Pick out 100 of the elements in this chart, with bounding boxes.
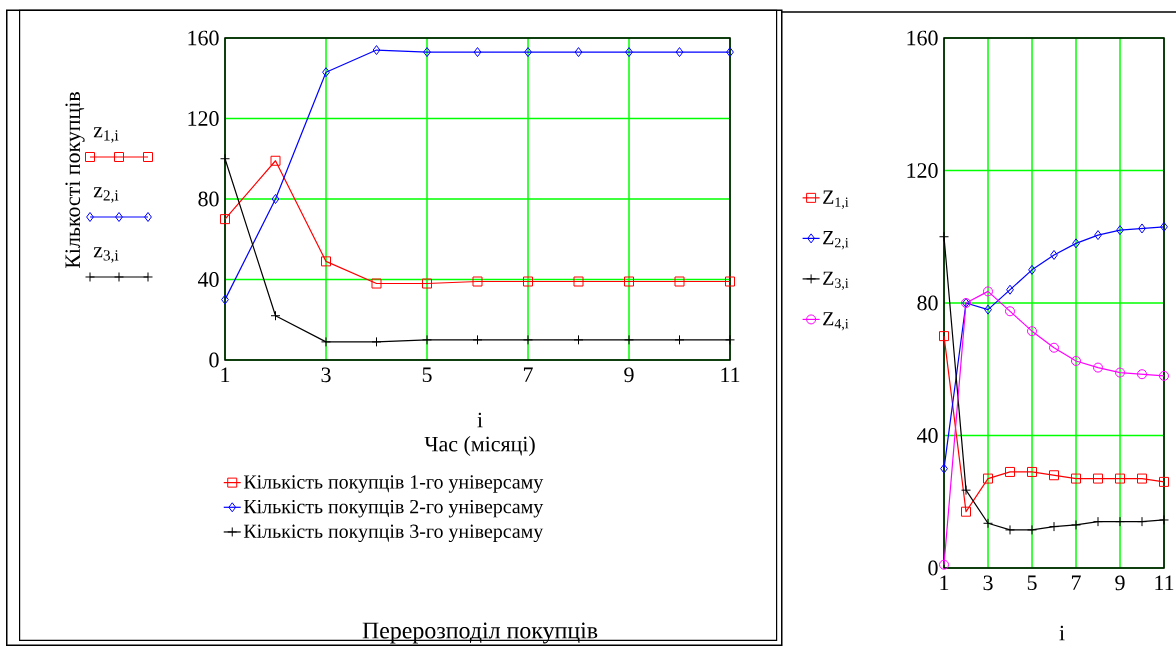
point [1159, 370, 1170, 381]
point [1005, 466, 1016, 477]
point [1071, 355, 1082, 366]
point [371, 336, 382, 347]
point [372, 45, 381, 56]
point [939, 331, 950, 342]
point [1006, 284, 1014, 295]
point [983, 473, 994, 484]
point [574, 47, 583, 58]
point [1115, 516, 1126, 527]
x-tick-label: 11 [1155, 575, 1174, 590]
point [371, 278, 382, 289]
point [625, 47, 633, 58]
point [1160, 221, 1168, 232]
point [1115, 367, 1126, 378]
legend-label: Кількість покупців 2-го універсаму [243, 499, 544, 518]
point [1159, 476, 1170, 487]
text: z$_{3,i}$ [93, 247, 119, 263]
x-axis-title: i [477, 412, 483, 428]
point [1094, 230, 1102, 241]
y-tick-label: 160 [907, 30, 938, 46]
point [940, 463, 948, 474]
text: Час (місяці) [424, 436, 535, 456]
point [1138, 223, 1146, 234]
y-tick-label: 80 [198, 191, 219, 207]
point [1137, 473, 1148, 484]
y-tick-label: 120 [188, 111, 219, 126]
y-tick-label: 120 [907, 163, 938, 178]
point [961, 485, 972, 496]
y-tick-label: 0 [209, 352, 219, 368]
y-tick-label: 80 [917, 295, 938, 311]
x-tick-label: 5 [1027, 575, 1037, 591]
x-tick-label: 9 [1115, 575, 1125, 591]
x-tick-label: 7 [1071, 575, 1081, 590]
legend-label: Z$_{3,i}$ [823, 271, 849, 290]
point [1049, 470, 1060, 481]
x-tick-label: 3 [983, 575, 993, 591]
point [1137, 516, 1148, 527]
point [1028, 264, 1036, 275]
legend-label: Кількість покупців 3-го універсаму [243, 524, 544, 543]
point [961, 506, 972, 517]
point [1027, 326, 1038, 337]
point [271, 194, 280, 204]
point [1093, 516, 1104, 527]
x-tick-label: 3 [321, 367, 331, 383]
y-tick-label: 160 [188, 30, 219, 46]
point [1093, 362, 1104, 373]
point [1005, 524, 1016, 535]
point [321, 256, 331, 267]
x-tick-label: 1 [221, 367, 230, 382]
point [422, 278, 432, 289]
point [674, 276, 685, 287]
point [270, 155, 281, 166]
point [270, 310, 281, 321]
legend-label: Z$_{4,i}$ [823, 312, 849, 331]
text: Перерозподіл покупців [362, 622, 598, 644]
y-tick-label: 0 [928, 560, 938, 576]
point [221, 294, 229, 305]
point [1072, 238, 1080, 249]
point [523, 276, 533, 287]
point [674, 334, 685, 345]
x-tick-label: 5 [422, 367, 432, 383]
point [1071, 473, 1082, 484]
point [1093, 473, 1104, 484]
point [472, 276, 483, 287]
x-axis-title: i [1059, 625, 1065, 641]
point [322, 67, 330, 78]
legend-label: Z$_{1,i}$ [823, 190, 849, 209]
point [1050, 249, 1058, 260]
text: z$_{1,i}$ [93, 127, 119, 143]
point [725, 276, 736, 287]
x-tick-label: 11 [721, 367, 740, 382]
legend-label: Z$_{2,i}$ [823, 231, 849, 250]
y-tick-label: 40 [916, 428, 938, 443]
point [1005, 306, 1016, 317]
point [983, 286, 994, 297]
point [984, 304, 992, 315]
y-tick-label: 40 [197, 272, 219, 287]
point [939, 231, 950, 242]
point [1115, 473, 1126, 484]
point [423, 47, 431, 58]
point [726, 47, 734, 58]
point [1071, 519, 1082, 530]
point [675, 47, 684, 58]
point [321, 336, 331, 347]
point [983, 518, 994, 529]
point [624, 276, 635, 287]
x-tick-label: 7 [523, 367, 533, 382]
y-axis-title: Кількості покупців [65, 92, 85, 269]
x-tick-label: 9 [624, 367, 634, 383]
point [725, 334, 736, 345]
point [1027, 466, 1038, 477]
point [1049, 342, 1060, 353]
point [1137, 369, 1148, 380]
legend-label: Кількість покупців 1-го універсаму [243, 475, 544, 493]
point [422, 334, 432, 345]
x-tick-label: 1 [940, 575, 949, 590]
text: z$_{2,i}$ [93, 187, 119, 203]
point [573, 276, 584, 287]
point [472, 334, 483, 345]
